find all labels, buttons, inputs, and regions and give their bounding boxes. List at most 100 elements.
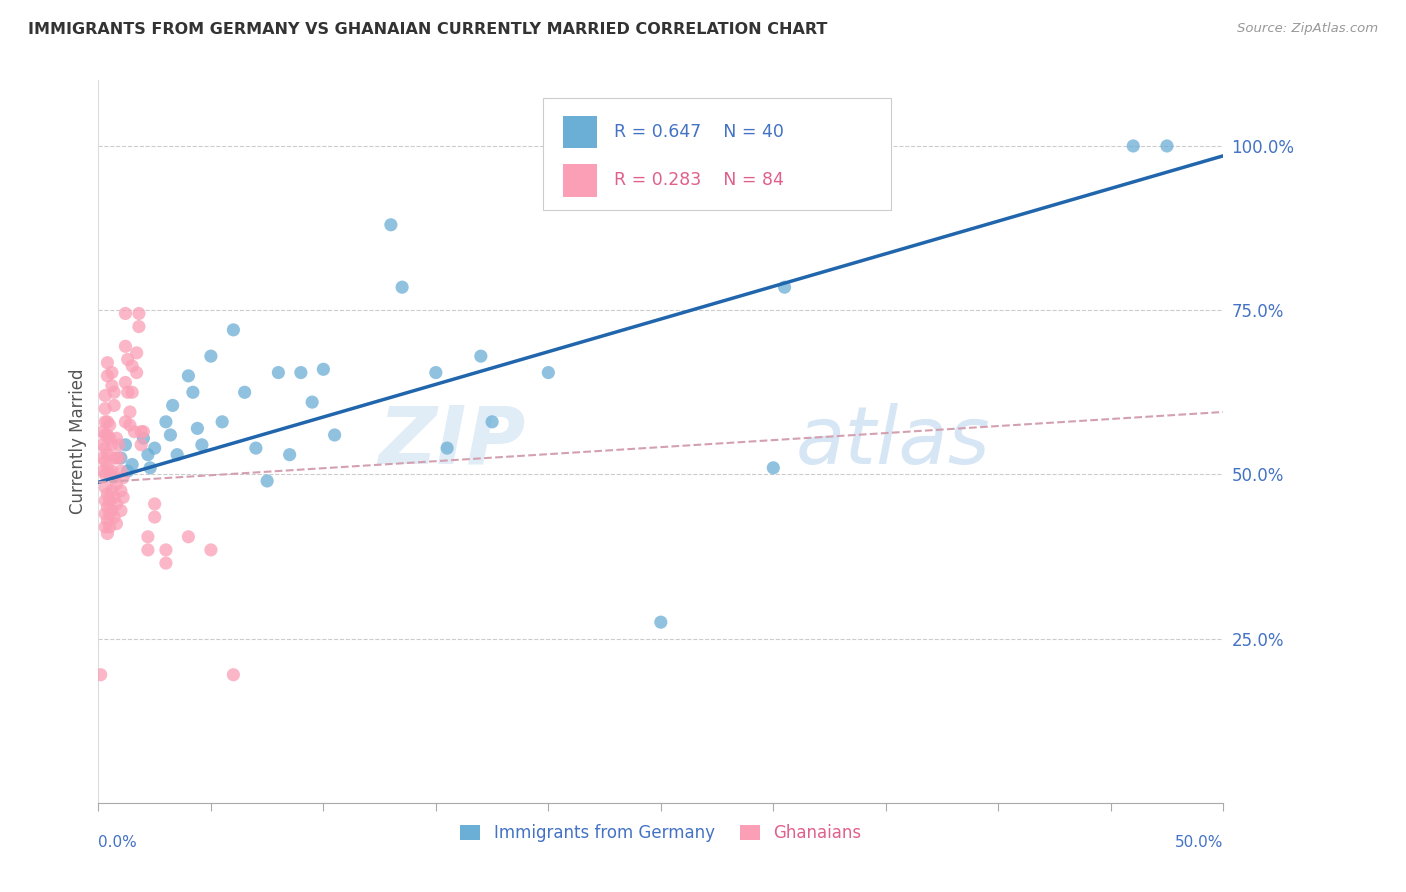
Text: atlas: atlas [796,402,991,481]
Point [103,471,125,485]
Point [267,366,290,380]
Point [94,454,117,468]
Point [162,398,184,412]
Point [290,366,312,380]
Point [94,441,117,455]
Point [94,401,117,416]
Point [222,323,245,337]
Point [128,306,150,320]
Point [773,280,796,294]
Point [121,458,143,472]
Point [101,378,124,392]
Legend: Immigrants from Germany, Ghanaians: Immigrants from Germany, Ghanaians [454,817,868,848]
Point [186,421,208,435]
Point [112,471,135,485]
Text: IMMIGRANTS FROM GERMANY VS GHANAIAN CURRENTLY MARRIED CORRELATION CHART: IMMIGRANTS FROM GERMANY VS GHANAIAN CURR… [28,22,828,37]
Point [117,385,139,400]
Point [136,530,159,544]
Text: Source: ZipAtlas.com: Source: ZipAtlas.com [1237,22,1378,36]
Point [94,507,117,521]
Point [101,438,124,452]
Point [121,359,143,373]
Point [91,464,114,478]
Point [129,425,152,439]
Text: 0.0%: 0.0% [98,835,138,850]
Point [125,346,148,360]
Point [107,438,129,452]
Point [139,460,162,475]
Point [117,464,139,478]
Point [762,460,785,475]
Point [256,474,278,488]
Point [110,464,132,478]
Point [112,491,135,505]
Point [118,405,141,419]
Point [181,385,204,400]
Y-axis label: Currently Married: Currently Married [69,368,87,515]
Point [124,425,146,439]
Point [114,376,136,390]
Point [436,441,458,455]
Point [107,450,129,465]
Point [301,395,323,409]
Point [114,339,136,353]
Point [94,493,117,508]
Text: R = 0.283    N = 84: R = 0.283 N = 84 [613,171,783,189]
Point [200,542,222,557]
Point [470,349,492,363]
Point [94,388,117,402]
Point [177,368,200,383]
Point [105,450,128,465]
Point [191,438,214,452]
Point [110,483,132,498]
Point [1122,139,1144,153]
Point [118,418,141,433]
Point [98,507,121,521]
Point [155,556,177,570]
Point [96,513,118,527]
Point [1156,139,1178,153]
Point [98,520,121,534]
Point [105,477,128,491]
Point [222,667,245,681]
Point [103,385,125,400]
Text: 50.0%: 50.0% [1175,835,1223,850]
Point [103,398,125,412]
Point [132,431,155,445]
Point [110,503,132,517]
Point [425,366,447,380]
Point [105,497,128,511]
FancyBboxPatch shape [543,98,891,211]
Point [103,491,125,505]
Point [245,441,267,455]
Point [91,438,114,452]
Point [136,542,159,557]
Point [114,415,136,429]
Point [211,415,233,429]
Point [650,615,672,630]
Point [110,450,132,465]
Point [94,467,117,482]
FancyBboxPatch shape [562,164,596,196]
Point [96,428,118,442]
Point [278,448,301,462]
Point [98,431,121,445]
Point [101,464,124,478]
Point [128,319,150,334]
Point [101,503,124,517]
Point [91,450,114,465]
Point [233,385,256,400]
Point [312,362,335,376]
Point [537,366,560,380]
Point [155,542,177,557]
Point [114,306,136,320]
Point [117,352,139,367]
Point [391,280,413,294]
Point [96,526,118,541]
Point [129,438,152,452]
Point [94,415,117,429]
Point [98,467,121,482]
FancyBboxPatch shape [562,116,596,148]
Point [96,356,118,370]
Point [101,483,124,498]
